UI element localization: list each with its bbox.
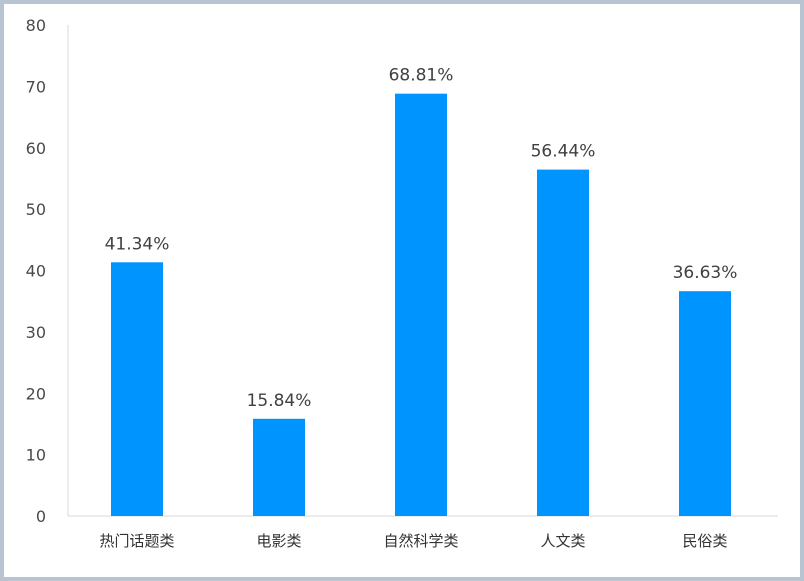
y-axis-ticks: 0 10 20 30 40 50 60 70 80 <box>26 16 46 526</box>
bar <box>395 93 447 517</box>
y-tick-label: 50 <box>26 200 46 219</box>
y-tick-label: 40 <box>26 262 46 281</box>
category-label: 民俗类 <box>682 532 727 550</box>
category-label: 自然科学类 <box>383 532 458 550</box>
data-label: 41.34% <box>105 234 170 254</box>
data-labels: 41.34% 15.84% 68.81% 56.44% 36.63% <box>105 66 738 411</box>
category-label: 热门话题类 <box>99 532 174 550</box>
category-label: 人文类 <box>540 532 585 550</box>
data-label: 56.44% <box>531 142 596 162</box>
data-label: 36.63% <box>673 263 738 283</box>
y-tick-label: 80 <box>26 16 46 35</box>
data-label: 68.81% <box>389 66 454 86</box>
bar <box>679 291 731 516</box>
y-tick-label: 70 <box>26 77 46 96</box>
bar <box>253 418 305 516</box>
category-label: 电影类 <box>256 532 301 550</box>
y-tick-label: 60 <box>26 139 46 158</box>
bar <box>537 169 589 517</box>
y-tick-label: 0 <box>36 507 46 526</box>
category-labels: 热门话题类 电影类 自然科学类 人文类 民俗类 <box>99 532 727 550</box>
y-tick-label: 30 <box>26 323 46 342</box>
y-tick-label: 10 <box>26 446 46 465</box>
data-label: 15.84% <box>247 391 312 411</box>
bar <box>111 262 163 516</box>
y-tick-label: 20 <box>26 384 46 403</box>
bars <box>111 93 731 517</box>
